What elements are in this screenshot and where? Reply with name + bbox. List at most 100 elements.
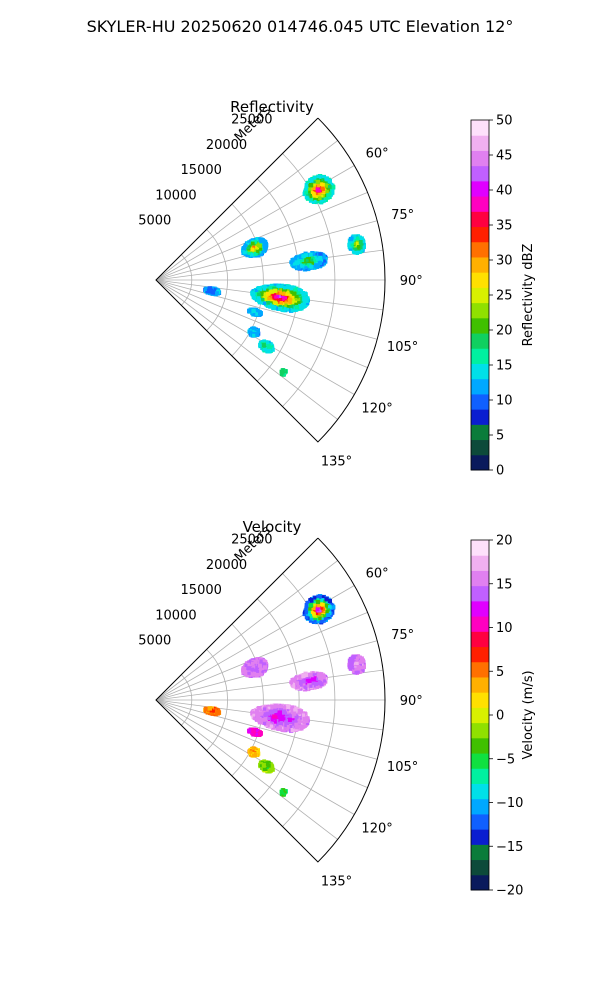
range-tick-label: 10000: [155, 188, 196, 203]
echo-pixel: [327, 185, 332, 189]
echo-pixel: [316, 603, 320, 608]
echo-pixel: [321, 182, 325, 187]
echo-pixel: [287, 302, 292, 306]
echo-pixel: [321, 595, 325, 599]
echo-pixel: [283, 371, 287, 375]
colorbar-swatch: [471, 287, 489, 304]
echo-pixel: [355, 241, 359, 245]
echo-pixel: [252, 245, 256, 249]
velocity-panel: Velocity 500010000150002000025000Meters6…: [138, 518, 536, 899]
echo-pixel: [302, 267, 306, 270]
echo-pixel: [358, 240, 363, 244]
echo-pixel: [261, 298, 265, 302]
echo-pixel: [313, 616, 318, 621]
azimuth-spoke: [155, 140, 338, 281]
echo-pixel: [247, 251, 251, 255]
echo-pixel: [310, 179, 314, 183]
echo-pixel: [280, 285, 283, 289]
velocity-title: Velocity: [243, 518, 302, 536]
echo-pixel: [356, 245, 361, 249]
echo-pixel: [278, 306, 282, 311]
echo-pixel: [260, 247, 265, 251]
echo-cell: [247, 326, 261, 338]
echo-pixel: [265, 288, 269, 292]
azimuth-spoke: [155, 611, 368, 701]
echo-pixel: [316, 174, 321, 179]
echo-pixel: [312, 606, 317, 611]
echo-pixel: [312, 611, 316, 616]
echo-pixel: [282, 291, 286, 295]
echo-pixel: [254, 329, 259, 334]
echo-pixel: [212, 289, 216, 293]
echo-pixel: [246, 242, 250, 247]
range-tick-label: 20000: [206, 138, 247, 153]
echo-pixel: [301, 304, 306, 309]
colorbar-swatch: [471, 439, 489, 456]
range-tick-label: 5000: [138, 214, 171, 229]
echo-pixel: [302, 296, 307, 302]
azimuth-spoke: [155, 249, 384, 281]
echo-pixel: [348, 236, 354, 242]
echo-pixel: [308, 614, 312, 619]
echo-pixel: [252, 291, 257, 295]
echo-pixel: [301, 254, 306, 259]
azimuth-tick-label: 120°: [361, 402, 392, 417]
echo-pixel: [244, 244, 248, 247]
echo-pixel: [262, 287, 267, 291]
echo-pixel: [204, 287, 209, 291]
echo-pixel: [270, 345, 274, 349]
echo-pixel: [292, 291, 297, 296]
echo-pixel: [324, 177, 329, 182]
colorbar-tick-label: 50: [496, 114, 513, 129]
echo-pixel: [316, 183, 320, 188]
echo-pixel: [308, 603, 314, 608]
reflectivity-panel: Reflectivity 500010000150002000025000Met…: [138, 98, 536, 479]
echo-pixel: [267, 348, 272, 353]
echo-pixel: [290, 307, 295, 313]
echo-pixel: [314, 251, 317, 255]
echo-pixel: [210, 286, 214, 291]
echo-pixel: [279, 369, 284, 374]
echo-pixel: [282, 286, 287, 290]
range-tick-label: 25000: [231, 113, 272, 128]
echo-pixel: [249, 243, 252, 247]
echo-pixel: [304, 603, 309, 608]
echo-pixel: [316, 598, 320, 601]
echo-pixel: [286, 284, 291, 290]
echo-pixel: [308, 618, 314, 623]
echo-pixel: [253, 251, 258, 256]
colorbar-swatch: [471, 454, 489, 471]
echo-pixel: [267, 302, 272, 307]
echo-pixel: [299, 299, 304, 304]
echo-pixel: [261, 250, 264, 253]
colorbar-swatch: [471, 135, 489, 151]
echo-pixel: [312, 613, 317, 618]
azimuth-spoke: [155, 699, 368, 789]
echo-pixel: [320, 184, 325, 189]
echo-pixel: [304, 615, 309, 620]
echo-pixel: [263, 292, 267, 296]
echo-pixel: [253, 327, 257, 331]
echo-cell: [258, 339, 275, 354]
echo-pixel: [252, 311, 256, 315]
echo-pixel: [323, 189, 327, 192]
echo-pixel: [330, 184, 336, 190]
colorbar-tick-label: 35: [496, 219, 513, 234]
echo-pixel: [280, 306, 284, 310]
echo-pixel: [275, 291, 280, 296]
colorbar-swatch: [471, 393, 489, 410]
colorbar-swatch: [471, 363, 489, 380]
azimuth-tick-label: 90°: [400, 274, 423, 289]
echo-pixel: [277, 295, 281, 299]
echo-pixel: [302, 293, 306, 297]
echo-pixel: [330, 182, 334, 186]
echo-pixel: [274, 295, 278, 299]
echo-pixel: [316, 178, 320, 181]
colorbar-swatch: [471, 241, 489, 258]
echo-pixel: [269, 289, 274, 294]
echo-pixel: [296, 297, 301, 302]
echo-pixel: [244, 253, 247, 256]
echo-pixel: [325, 600, 329, 605]
azimuth-spoke: [155, 669, 384, 701]
